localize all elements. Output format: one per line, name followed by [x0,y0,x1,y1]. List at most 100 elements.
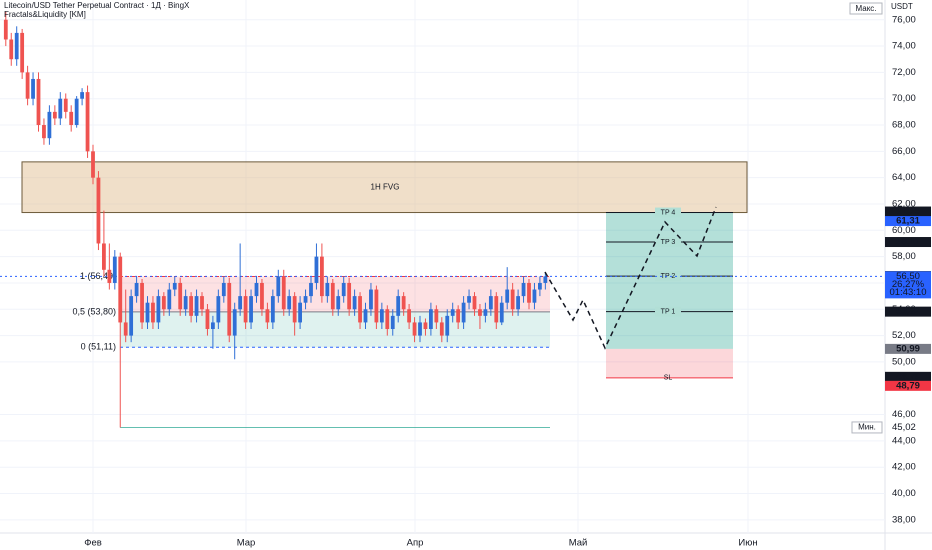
candle-body [527,282,531,303]
candle-body [532,289,537,303]
candle-body [52,111,57,119]
candle-body [369,289,373,310]
candle-body [102,243,106,270]
candle-body [445,315,450,336]
candle-body [172,282,177,290]
candle-body [330,282,335,310]
fvg-label: 1H FVG [371,182,400,191]
candle-body [80,92,84,99]
candle-body [434,309,439,323]
candle-body [243,296,248,323]
price-badge-label: 61,35 [896,206,920,217]
candle-body [63,98,68,112]
candle-body [123,322,128,336]
x-tick-label: Июн [738,538,757,549]
candle-body [456,309,461,323]
candle-body [450,309,455,316]
last-price-badge [885,271,931,299]
candle-body [439,322,444,336]
candle-body [20,32,25,73]
x-tick-label: Мар [237,538,256,549]
fib-label: 1 (56,49) [80,271,116,281]
fib-label: 0 (51,11) [81,342,116,352]
candle-body [510,289,515,310]
candle-body [538,282,542,290]
zones: 1H FVG 1 (56,49) 0,5 (53,80) 0 (51,11) TP 4 T… [0,161,885,428]
y-tick-label: 52,00 [892,330,916,341]
candle-body [3,19,8,40]
candle-body [96,177,101,244]
y-tick-label: 60,00 [892,225,916,236]
candle-body [265,309,270,323]
candle-body [58,98,63,119]
candle-body [69,111,74,126]
candle-body [385,309,390,330]
candle-body [91,151,95,178]
min-badge [851,421,883,434]
candle-body [363,309,368,323]
price-badge-label: 48,79 [896,371,920,382]
candle-body [85,92,90,152]
price-badge-label: 48,79 [896,380,920,391]
candle-body [134,282,139,297]
candle-body [543,276,548,283]
candle-body [183,296,188,310]
candle-body [145,302,150,323]
candle-body [298,302,302,323]
candle-body [347,282,352,310]
candle-body [303,296,308,303]
candle-body [412,322,417,336]
candle-body [281,276,286,310]
last-price-change: 26,27% [892,279,925,290]
price-badge-label: 50,99 [896,343,920,354]
candle-body [189,296,193,316]
candle-body [336,296,341,310]
price-badge-label: 59,11 [896,237,920,248]
y-tick-label: 64,00 [892,172,916,183]
fib-zone-lower [120,311,550,348]
projection-path [544,206,717,350]
min-name: Мин. [858,423,876,432]
fvg-zone [21,161,748,214]
fib-label: 0,5 (53,80) [72,306,116,316]
target-label: TP 1 [661,308,676,315]
candle-body [483,309,488,316]
indicator-name: Fractals&Liquidity [KM] [4,10,86,19]
y-tick-label: 72,00 [892,67,916,78]
y-tick-label: 40,00 [892,488,916,499]
price-badge [885,306,931,317]
candle-body [472,296,477,310]
y-tick-label: 44,00 [892,435,916,446]
candle-body [216,296,221,323]
candle-body [401,296,406,310]
candle-body [418,322,422,336]
candle-body [374,289,379,323]
y-tick-label: 42,00 [892,462,916,473]
y-tick-label: 74,00 [892,41,916,52]
candle-body [151,302,155,323]
y-tick-label: 62,00 [892,199,916,210]
candle-body [320,256,324,297]
candle-body [112,256,117,283]
candle-body [14,32,19,60]
candle-body [270,296,275,323]
candle-body [25,72,30,99]
min-value: 45,02 [892,422,916,433]
candle-body [205,309,210,330]
y-tick-label: 68,00 [892,120,916,131]
max-badge [849,2,883,15]
candle-body [276,276,281,297]
candle-body [118,256,123,323]
candle-body [358,296,362,323]
candles [3,11,548,428]
candle-body [260,282,264,310]
candle-body [200,296,204,310]
candle-body [254,282,259,297]
y-tick-label: 76,00 [892,14,916,25]
candle-body [194,296,199,316]
price-badge [885,237,931,248]
candle-body [156,296,161,323]
candle-body [74,98,79,126]
